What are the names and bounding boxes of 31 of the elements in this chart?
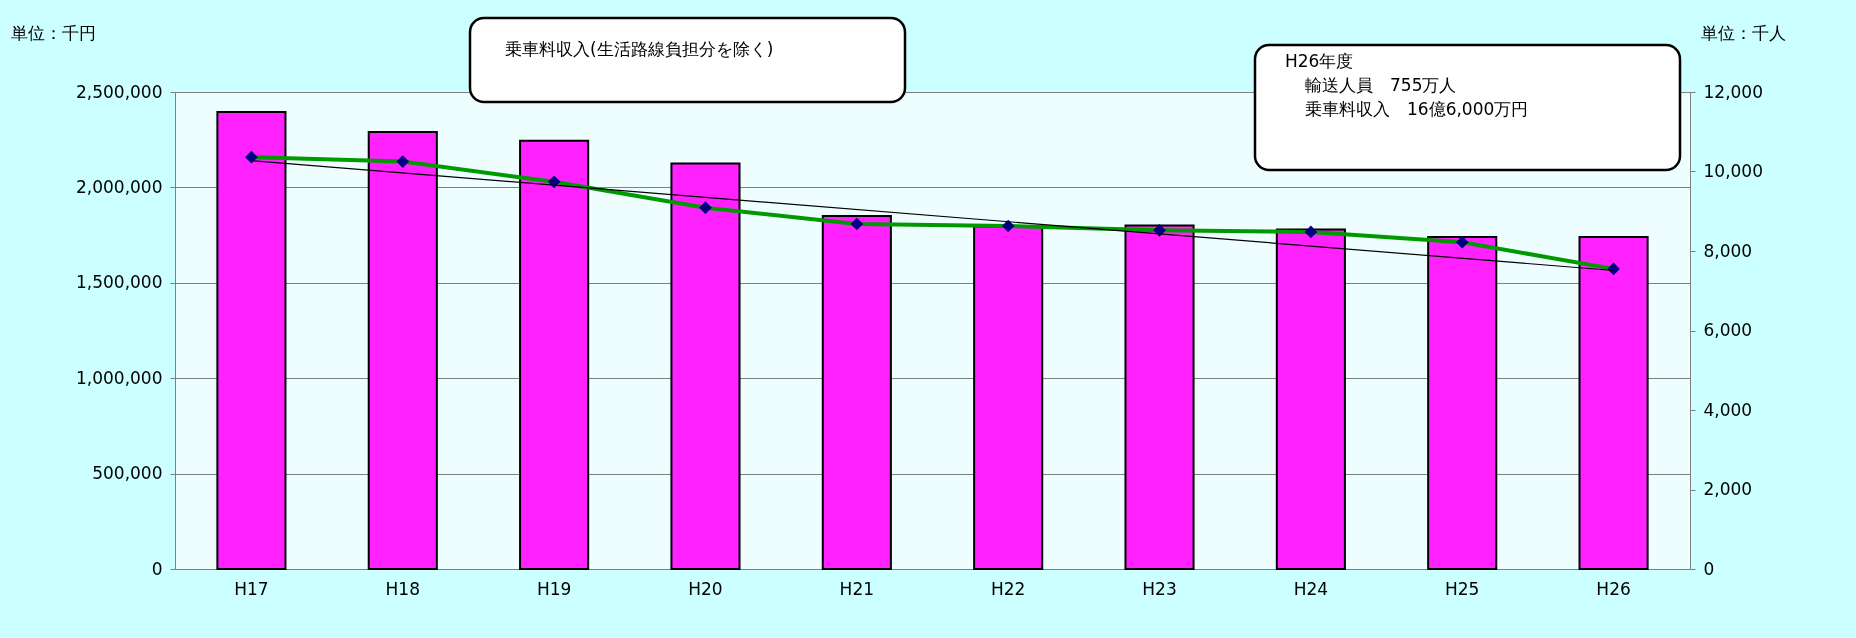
y-tick-label: 2,500,000 (75, 81, 163, 102)
text: H26年度 (1285, 51, 1354, 71)
x-tick-label: H24 (1293, 578, 1329, 599)
y2-tick-label: 12,000 (1703, 81, 1763, 102)
y2-tick-label: 0 (1703, 558, 1715, 579)
x-tick-label: H20 (688, 578, 723, 599)
annotation: 乗車料収入 16億6,000万円 (1305, 99, 1529, 119)
x-tick-label: H26 (1596, 578, 1631, 599)
x-tick-label: H25 (1445, 578, 1480, 599)
x-tick-label: H22 (990, 578, 1026, 599)
y2-tick-label: 2,000 (1703, 479, 1753, 499)
text: 乗車料収入(生活路線負担分を除く) (505, 39, 774, 59)
x-tick-label: H23 (1142, 578, 1177, 599)
y2-tick-label: 6,000 (1703, 320, 1753, 340)
x-tick-label: H18 (385, 578, 420, 599)
y-tick-label: 1,500,000 (75, 272, 163, 293)
y-tick-label: 500,000 (92, 463, 163, 484)
bar (973, 225, 1044, 570)
y2-tick-label: 10,000 (1703, 161, 1763, 181)
bar (821, 215, 892, 570)
x-tick-label: H21 (839, 578, 875, 599)
x-tick-label: H17 (234, 578, 269, 599)
y2-tick-label: 4,000 (1703, 399, 1753, 420)
y-tick-label: 0 (151, 558, 163, 579)
y-axis-title: 単位：千円 (10, 22, 96, 43)
y2-axis-title: 単位：千人 (1700, 22, 1786, 43)
annotation: 輸送人員 755万人 (1305, 75, 1457, 95)
y-tick-label: 2,000,000 (75, 176, 163, 197)
y-tick-label: 1,000,000 (75, 367, 163, 388)
y2-tick-label: 8,000 (1703, 240, 1753, 261)
x-tick-label: H19 (536, 578, 572, 599)
